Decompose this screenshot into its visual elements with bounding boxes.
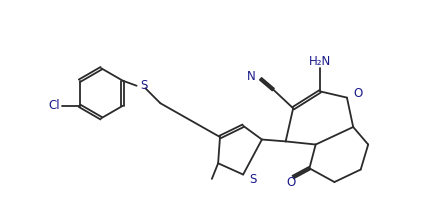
Text: S: S [249,173,257,186]
Text: O: O [353,87,363,100]
Text: N: N [247,70,256,83]
Text: O: O [286,175,295,189]
Text: Cl: Cl [48,99,59,112]
Text: H₂N: H₂N [309,55,331,68]
Text: S: S [140,79,148,92]
